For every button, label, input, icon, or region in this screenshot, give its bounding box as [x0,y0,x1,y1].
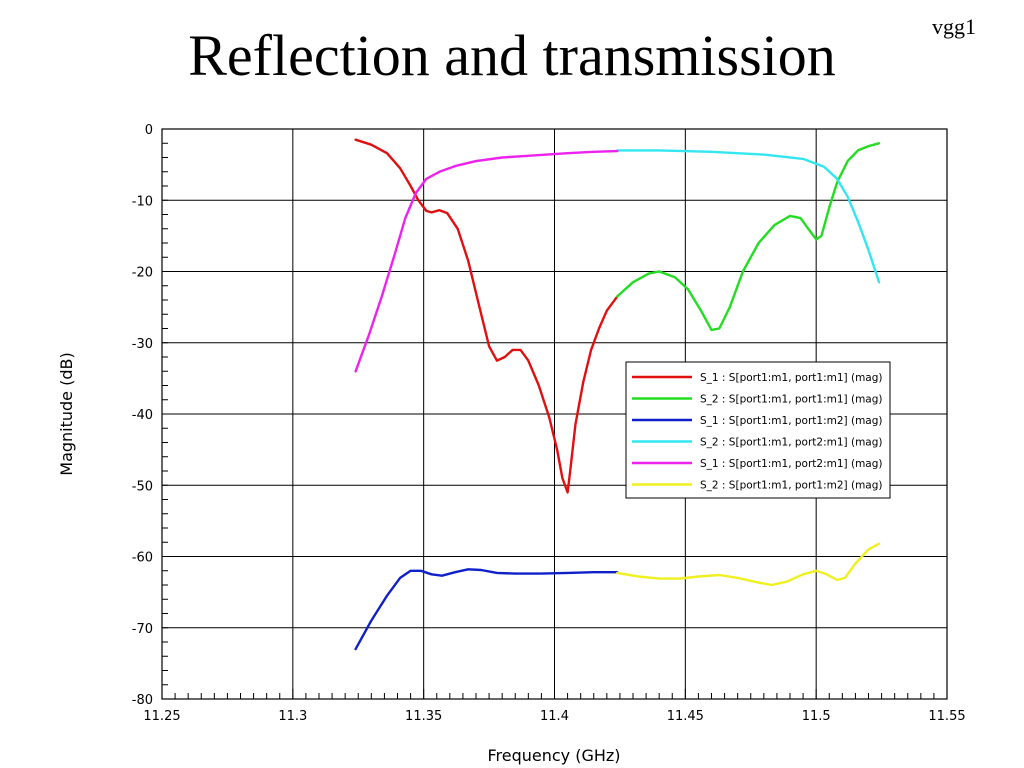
y-tick-label: -40 [132,408,153,423]
x-tick-label: 11.3 [278,709,307,724]
legend-label: S_2 : S[port1:m1, port1:m2] (mag) [700,480,883,492]
x-tick-label: 11.45 [667,709,704,724]
y-tick-label: -30 [132,337,153,352]
x-tick-label: 11.55 [928,709,965,724]
series-line-2 [616,142,881,332]
x-axis-title: Frequency (GHz) [487,746,620,765]
x-tick-label: 11.25 [143,709,180,724]
y-tick-label: 0 [145,123,153,138]
y-tick-label: -70 [132,622,153,637]
legend-box [625,361,891,499]
y-axis-title: Magnitude (dB) [57,352,76,475]
legend-label: S_1 : S[port1:m1, port1:m2] (mag) [700,415,883,427]
x-tick-label: 11.35 [405,709,442,724]
axis-ticks: 11.25 11.3 11.35 11.4 11.45 11.5 11.55 0 -10 -20 -… [132,123,966,724]
y-tick-label: -50 [132,479,153,494]
y-tick-label: -10 [132,194,153,209]
x-tick-label: 11.4 [540,709,569,724]
legend-label: S_2 : S[port1:m1, port1:m1] (mag) [700,394,883,406]
legend-label: S_1 : S[port1:m1, port2:m1] (mag) [700,458,883,470]
series-line-1 [354,138,619,494]
legend-label: S_1 : S[port1:m1, port1:m1] (mag) [700,372,883,384]
y-tick-label: -80 [132,693,153,708]
series-line-5 [354,149,619,373]
series-line-4 [616,149,881,284]
x-tick-label: 11.5 [802,709,831,724]
legend: S_1 : S[port1:m1, port1:m1] (mag) S_2 : S… [625,361,891,499]
series-line-6 [616,542,881,587]
legend-label: S_2 : S[port1:m1, port2:m1] (mag) [700,437,883,449]
series-lines [354,138,881,651]
slide-title: Reflection and transmission [188,23,836,88]
y-tick-label: -20 [132,266,153,281]
series-line-3 [354,568,619,651]
slide-tag: vgg1 [932,14,976,39]
y-tick-label: -60 [132,551,153,566]
plot-frame [161,128,948,700]
